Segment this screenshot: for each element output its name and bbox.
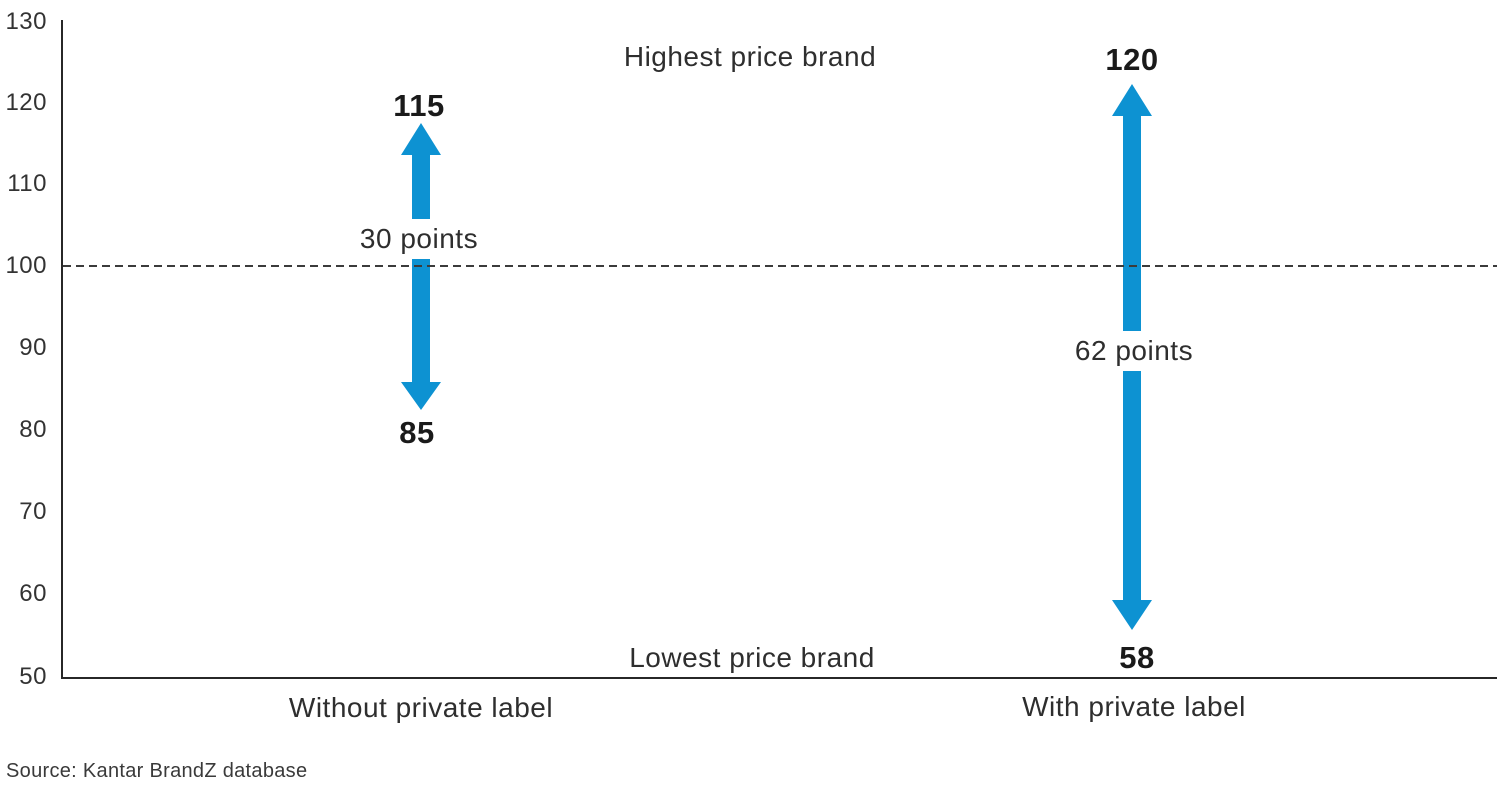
highest-price-brand-label: Highest price brand (623, 41, 877, 72)
lowest-price-brand-label: Lowest price brand (629, 642, 875, 673)
y-tick-130: 130 (5, 8, 47, 35)
value-high-without-private-label: 115 (393, 88, 445, 123)
y-tick-70: 70 (19, 498, 47, 525)
value-high-with-private-label: 120 (1105, 42, 1159, 77)
value-low-without-private-label: 85 (399, 415, 435, 450)
y-tick-60: 60 (19, 580, 47, 607)
source-note: Source: Kantar BrandZ database (6, 760, 308, 782)
spread-without-private-label: 30 points (349, 219, 489, 259)
y-tick-110: 110 (7, 170, 47, 197)
y-tick-80: 80 (19, 416, 47, 443)
value-low-with-private-label: 58 (1119, 640, 1155, 675)
category-with-private-label: With private label (1022, 691, 1246, 722)
y-tick-50: 50 (19, 663, 47, 690)
y-tick-100: 100 (5, 252, 47, 279)
y-tick-120: 120 (5, 89, 47, 116)
category-without-private-label: Without private label (288, 692, 554, 723)
spread-with-private-label: 62 points (1064, 331, 1204, 371)
y-tick-90: 90 (19, 334, 47, 361)
